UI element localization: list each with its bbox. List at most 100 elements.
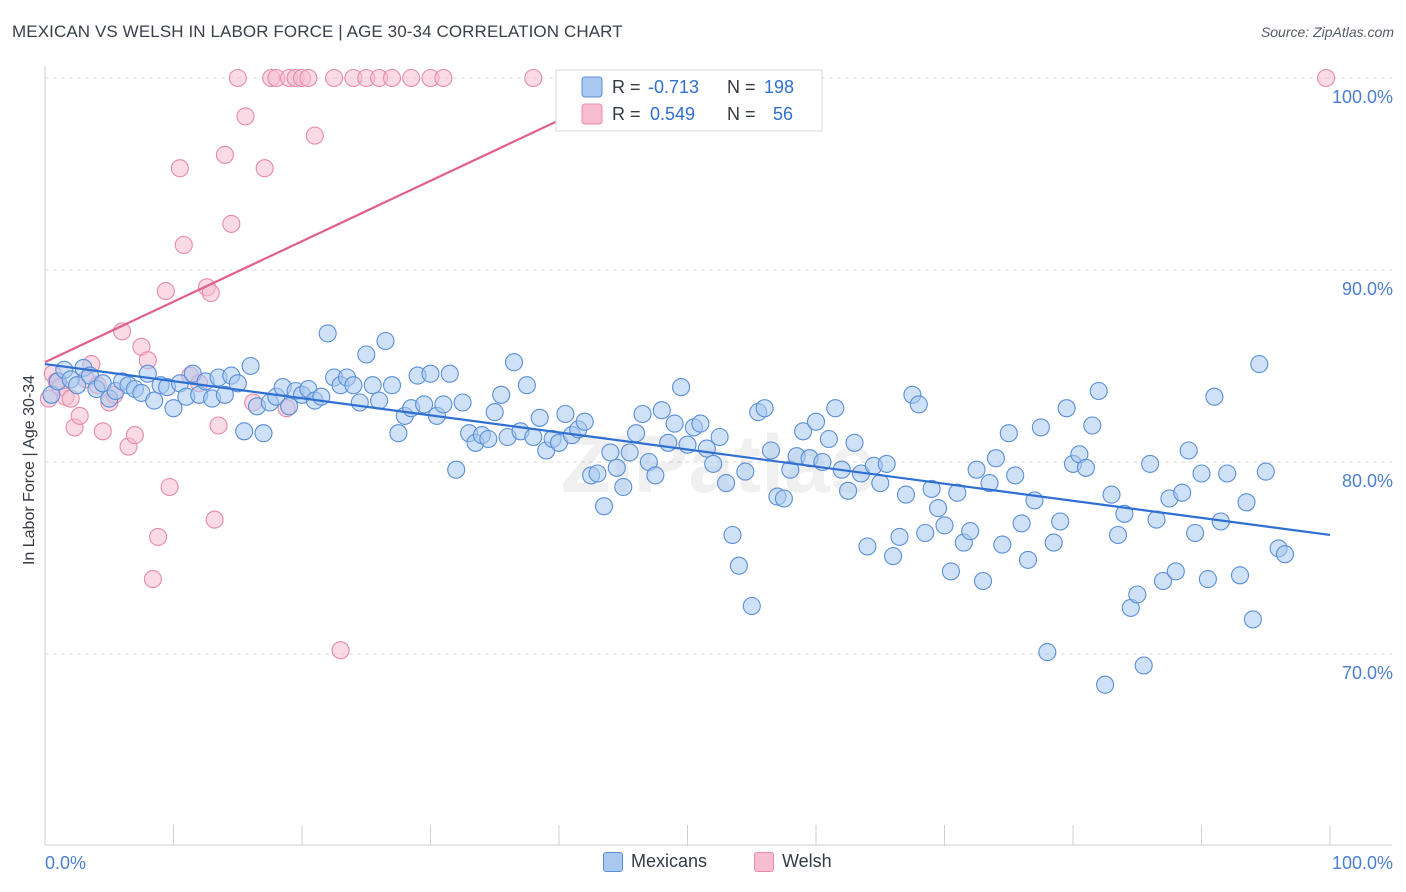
legend-item-welsh: Welsh (754, 851, 832, 872)
mexicans-point (1166, 562, 1185, 581)
welsh-point (149, 527, 168, 546)
mexicans-point (717, 474, 736, 493)
welsh-point (222, 214, 241, 233)
mexicans-point (215, 385, 234, 404)
mexicans-point (672, 378, 691, 397)
welsh-point (305, 126, 324, 145)
mexicans-point (1205, 387, 1224, 406)
mexicans-point (1031, 418, 1050, 437)
mexicans-point (877, 454, 896, 473)
mexicans-point (1044, 533, 1063, 552)
welsh-point (125, 426, 144, 445)
y-axis-label: In Labor Force | Age 30-34 (21, 375, 38, 565)
mexicans-point (774, 489, 793, 508)
mexicans-point (1102, 485, 1121, 504)
y-tick-label: 100.0% (1332, 87, 1393, 107)
mexicans-point (761, 441, 781, 460)
mexicans-point (941, 562, 960, 581)
welsh-trend-line (44, 77, 650, 364)
mexicans-point (948, 483, 967, 502)
mexicans-point (1083, 416, 1102, 435)
legend-n-value: 198 (764, 77, 794, 97)
welsh-point (382, 68, 402, 88)
chart-title: MEXICAN VS WELSH IN LABOR FORCE | AGE 30… (12, 22, 623, 41)
legend-bottom: Mexicans Welsh (0, 851, 1406, 879)
legend-label-mexicans: Mexicans (631, 851, 708, 871)
mexicans-point (382, 376, 402, 395)
mexicans-point (1096, 675, 1115, 694)
mexicans-point (961, 522, 980, 541)
mexicans-point (755, 399, 774, 418)
mexicans-point (929, 499, 948, 518)
mexicans-point (826, 399, 845, 418)
mexicans-point (890, 527, 909, 546)
welsh-point (205, 510, 224, 529)
welsh-point (160, 477, 179, 497)
mexicans-point (389, 424, 408, 443)
source-credit: Source: ZipAtlas.com (1260, 24, 1394, 40)
mexicans-point (228, 374, 247, 393)
mexicans-point (1089, 381, 1108, 401)
trend-lines (44, 77, 1331, 537)
mexicans-point (620, 443, 639, 462)
mexicans-point (794, 422, 813, 441)
mexicans-point (1192, 464, 1211, 483)
mexicans-point (434, 395, 453, 414)
mexicans-point (1243, 610, 1262, 629)
mexicans-point (839, 481, 858, 500)
mexicans-point (999, 424, 1018, 443)
welsh-point (236, 107, 255, 126)
mexicans-point (1179, 441, 1198, 460)
mexicans-point (652, 401, 671, 420)
mexicans-point (415, 395, 434, 414)
mexicans-point (453, 393, 472, 412)
welsh-point (215, 145, 234, 164)
mexicans-point (280, 397, 299, 416)
mexicans-point (986, 449, 1005, 468)
mexicans-point (517, 376, 536, 395)
mexicans-point (627, 424, 646, 443)
mexicans-point (819, 429, 838, 449)
mexicans-point (633, 404, 652, 424)
legend-n-label: N = (727, 104, 756, 124)
mexicans-point (1237, 493, 1256, 512)
mexicans-point (1051, 512, 1070, 531)
mexicans-point (485, 403, 504, 422)
welsh-point (156, 282, 175, 301)
mexicans-point (909, 395, 928, 414)
mexicans-point (1057, 399, 1076, 418)
mexicans-point (594, 497, 614, 516)
mexicans-point (164, 399, 183, 418)
mexicans-point (729, 556, 748, 575)
mexicans-point (575, 412, 594, 431)
mexicans-point (665, 414, 684, 433)
mexicans-point (993, 535, 1012, 554)
mexicans-point (916, 523, 935, 543)
legend-r-value: 0.549 (650, 104, 695, 124)
mexicans-point (980, 474, 999, 493)
mexicans-point (736, 462, 755, 481)
mexicans-point (357, 345, 376, 364)
mexicans-point (440, 364, 459, 383)
legend-swatch-welsh (581, 103, 603, 125)
legend-swatch-mexicans (581, 76, 603, 98)
mexicans-point (973, 571, 993, 591)
welsh-points (39, 68, 1336, 660)
welsh-point (93, 422, 112, 441)
welsh-point (255, 159, 274, 178)
mexicans-point (370, 391, 389, 410)
mexicans-point (363, 376, 382, 395)
mexicans-point (607, 458, 626, 477)
mexicans-point (935, 516, 954, 535)
y-tick-labels: 100.0% 90.0% 80.0% 70.0% (1332, 87, 1393, 683)
mexicans-point (871, 474, 890, 493)
mexicans-point (858, 537, 877, 556)
mexicans-point (1134, 656, 1153, 675)
y-tick-label: 90.0% (1342, 279, 1393, 299)
mexicans-point (967, 460, 986, 479)
welsh-point (70, 406, 89, 425)
mexicans-point (318, 324, 337, 343)
mexicans-point (421, 364, 440, 383)
mexicans-point (1108, 525, 1128, 545)
mexicans-point (614, 477, 633, 497)
